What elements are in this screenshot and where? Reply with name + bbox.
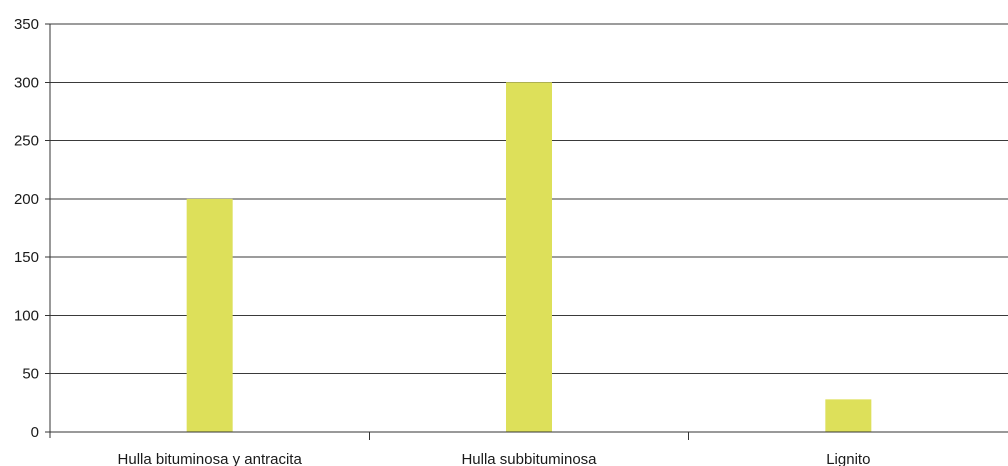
y-tick-label: 50 xyxy=(22,366,39,383)
y-tick-label: 0 xyxy=(31,424,39,441)
bar-1 xyxy=(186,198,233,432)
bar-2 xyxy=(506,82,552,433)
x-tick-label: Hulla subbituminosa xyxy=(461,451,597,466)
y-tick-label: 100 xyxy=(14,307,39,324)
y-tick-label: 350 xyxy=(14,16,39,33)
x-axis-ticks: Hulla bituminosa y antracita Hulla subbit… xyxy=(118,432,870,466)
y-tick-label: 300 xyxy=(14,74,39,91)
y-tick-label: 250 xyxy=(14,133,39,150)
x-tick-label: Hulla bituminosa y antracita xyxy=(118,451,303,466)
y-axis-ticks: 0 50 100 150 200 250 300 350 xyxy=(14,16,50,441)
bars xyxy=(186,82,872,433)
bar-3 xyxy=(825,399,872,432)
x-tick-label: Lignito xyxy=(826,451,870,466)
y-tick-label: 150 xyxy=(14,249,39,266)
axes xyxy=(49,24,1008,438)
y-tick-label: 200 xyxy=(14,191,39,208)
